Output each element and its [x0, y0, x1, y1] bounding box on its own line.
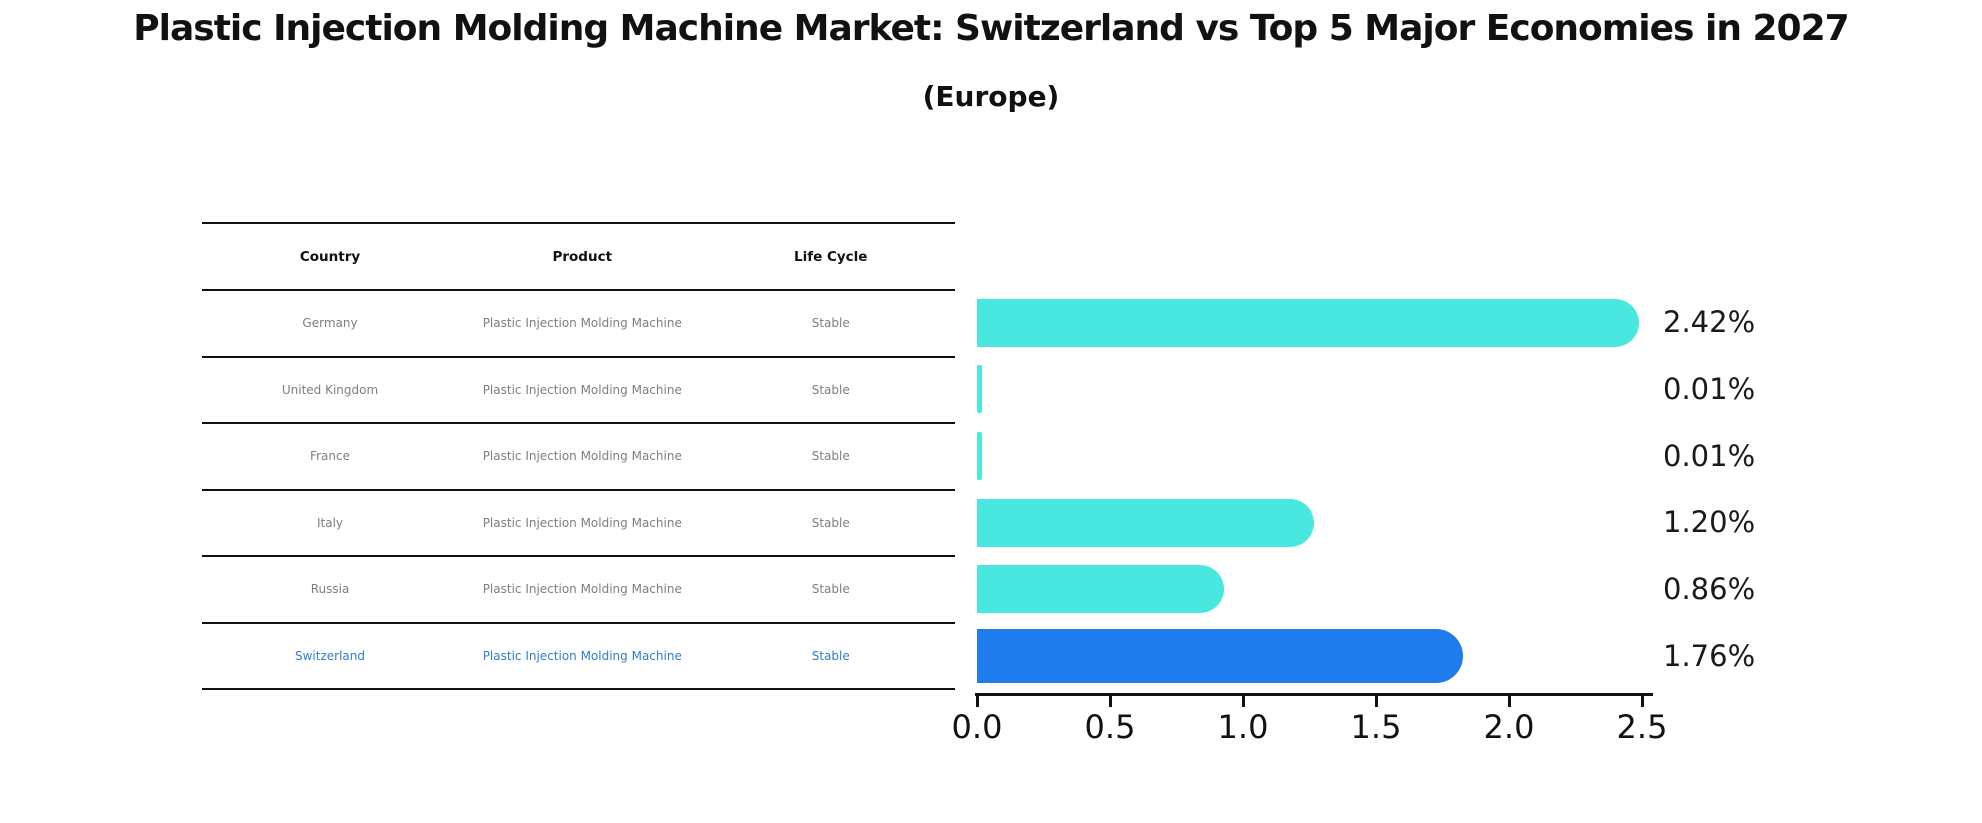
- table-row: Russia Plastic Injection Molding Machine S…: [202, 557, 955, 624]
- cell-product: Plastic Injection Molding Machine: [482, 449, 682, 464]
- x-axis-tick: [1507, 696, 1511, 707]
- column-header-product: Product: [552, 248, 613, 265]
- bar-united-kingdom: [977, 365, 982, 414]
- bar-value-label: 2.42%: [1663, 305, 1756, 340]
- cell-country: Switzerland: [295, 648, 365, 663]
- cell-life-cycle: Stable: [811, 449, 850, 464]
- x-axis-tick: [1640, 696, 1644, 707]
- cell-life-cycle: Stable: [811, 316, 850, 331]
- bar-russia: [977, 565, 1224, 614]
- table-row: Italy Plastic Injection Molding Machine St…: [202, 491, 955, 557]
- cell-life-cycle: Stable: [811, 648, 850, 663]
- table-row: United Kingdom Plastic Injection Molding …: [202, 358, 955, 424]
- bar-germany: [977, 298, 1639, 347]
- x-axis-tick-label: 0.0: [951, 708, 1003, 746]
- column-header-life-cycle: Life Cycle: [794, 248, 868, 265]
- cell-country: France: [310, 449, 350, 464]
- bar-france: [977, 431, 982, 480]
- bar-value-label: 1.76%: [1663, 638, 1756, 673]
- bar-value-label: 0.86%: [1663, 572, 1756, 607]
- cell-product: Plastic Injection Molding Machine: [482, 515, 682, 530]
- cell-life-cycle: Stable: [811, 582, 850, 597]
- cell-product: Plastic Injection Molding Machine: [482, 582, 682, 597]
- table-header-row: Country Product Life Cycle: [202, 222, 955, 291]
- x-axis-tick-label: 0.5: [1084, 708, 1136, 746]
- column-header-country: Country: [299, 248, 361, 265]
- cell-life-cycle: Stable: [811, 382, 850, 397]
- bar-value-label: 1.20%: [1663, 505, 1756, 540]
- cell-product: Plastic Injection Molding Machine: [482, 648, 682, 663]
- x-axis-tick: [1241, 696, 1245, 707]
- cell-country: Russia: [310, 582, 350, 597]
- cell-life-cycle: Stable: [811, 515, 850, 530]
- x-axis-line: [975, 693, 1653, 696]
- bar-value-label: 0.01%: [1663, 372, 1756, 407]
- x-axis-tick-label: 2.0: [1483, 708, 1535, 746]
- x-axis-tick-label: 1.5: [1350, 708, 1402, 746]
- chart-title: Plastic Injection Molding Machine Market…: [133, 8, 1849, 49]
- x-axis-tick: [975, 696, 979, 707]
- table-body: Germany Plastic Injection Molding Machine…: [202, 291, 955, 690]
- bar-switzerland: [977, 629, 1463, 683]
- x-axis-tick-label: 2.5: [1616, 708, 1668, 746]
- table-row: France Plastic Injection Molding Machine S…: [202, 424, 955, 491]
- x-axis-tick-label: 1.0: [1217, 708, 1269, 746]
- cell-product: Plastic Injection Molding Machine: [482, 382, 682, 397]
- table-row: Germany Plastic Injection Molding Machine…: [202, 291, 955, 358]
- bar-italy: [977, 498, 1314, 547]
- bar-value-label: 0.01%: [1663, 438, 1756, 473]
- table-row: Switzerland Plastic Injection Molding Mac…: [202, 624, 955, 690]
- x-axis-tick: [1374, 696, 1378, 707]
- country-table: Country Product Life Cycle Germany Plastic …: [202, 222, 955, 690]
- cell-country: United Kingdom: [281, 382, 379, 397]
- x-axis-tick: [1108, 696, 1112, 707]
- chart-subtitle: (Europe): [922, 80, 1060, 113]
- cell-country: Italy: [316, 515, 344, 530]
- cell-country: Germany: [302, 316, 358, 331]
- cell-product: Plastic Injection Molding Machine: [482, 316, 682, 331]
